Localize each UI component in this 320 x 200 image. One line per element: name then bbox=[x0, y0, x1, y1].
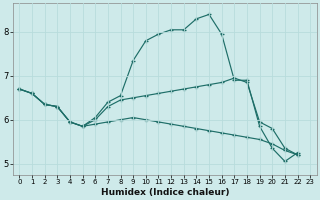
X-axis label: Humidex (Indice chaleur): Humidex (Indice chaleur) bbox=[100, 188, 229, 197]
